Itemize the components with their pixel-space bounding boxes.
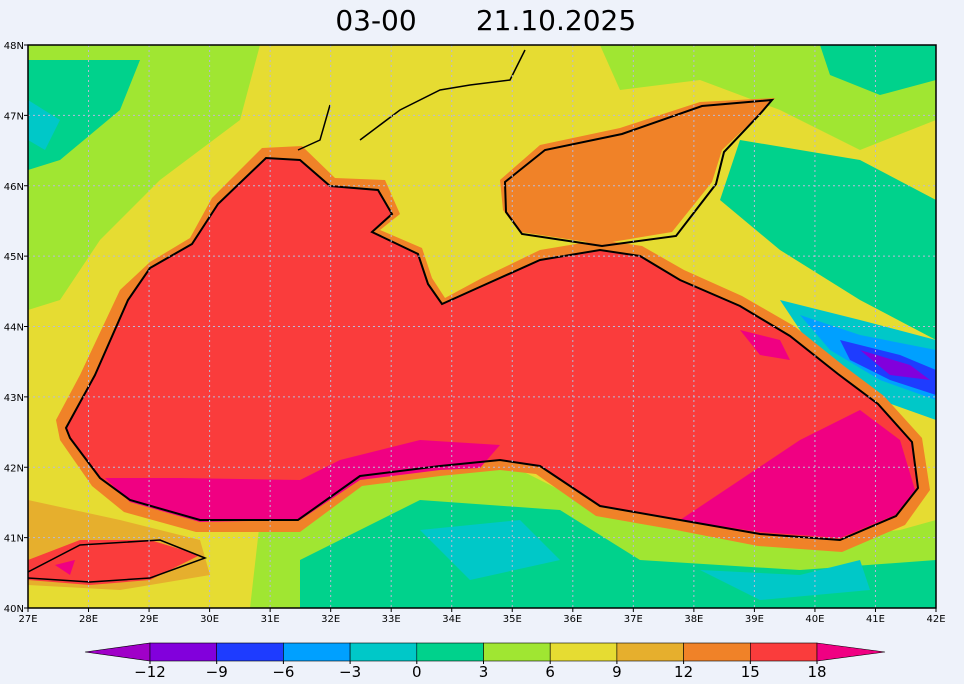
- lon-label: 27E: [18, 614, 37, 625]
- lon-label: 35E: [503, 614, 522, 625]
- lon-label: 28E: [79, 614, 98, 625]
- colorbar-low: [84, 642, 151, 662]
- lat-label: 42N: [4, 463, 24, 474]
- colorbar-label: 6: [545, 663, 555, 681]
- map-frame: [27, 44, 937, 609]
- colorbar-label: −6: [272, 663, 294, 681]
- colorbar-bin: [216, 642, 284, 662]
- colorbar-label: −3: [339, 663, 361, 681]
- colorbar-label: 0: [412, 663, 422, 681]
- lon-label: 39E: [745, 614, 764, 625]
- lat-label: 46N: [4, 182, 24, 193]
- title-date: 21.10.2025: [476, 4, 636, 37]
- colorbar-bin: [349, 642, 418, 662]
- lon-label: 38E: [684, 614, 703, 625]
- lon-label: 42E: [926, 614, 945, 625]
- lon-label: 36E: [563, 614, 582, 625]
- lat-label: 48N: [4, 41, 24, 52]
- colorbar-bin: [149, 642, 217, 662]
- colorbar: −12 −9 −6 −3 0 3 6 9 12 15 18: [84, 642, 886, 681]
- map-field: [28, 45, 936, 608]
- colorbar-label: −12: [134, 663, 166, 681]
- lon-label: 40E: [805, 614, 824, 625]
- lat-label: 45N: [4, 252, 24, 263]
- lat-label: 43N: [4, 393, 24, 404]
- lat-label: 40N: [4, 604, 24, 615]
- colorbar-bin: [416, 642, 484, 662]
- colorbar-label: 3: [479, 663, 489, 681]
- colorbar-bin: [483, 642, 551, 662]
- lon-label: 30E: [200, 614, 219, 625]
- colorbar-bin: [749, 642, 818, 662]
- colorbar-label: 12: [674, 663, 693, 681]
- lat-label: 41N: [4, 534, 24, 545]
- lon-label: 37E: [624, 614, 643, 625]
- lon-label: 31E: [261, 614, 280, 625]
- lon-label: 32E: [321, 614, 340, 625]
- lon-label: 34E: [442, 614, 461, 625]
- colorbar-high: [816, 642, 886, 662]
- colorbar-label: 15: [741, 663, 760, 681]
- colorbar-bin: [549, 642, 618, 662]
- title-time: 03-00: [335, 4, 416, 37]
- lon-label: 41E: [866, 614, 885, 625]
- grid: 27E 28E 29E 30E 31E 32E 33E 34E 35E 36E 37E 38E 39E 4…: [4, 41, 946, 625]
- lon-label: 29E: [140, 614, 159, 625]
- colorbar-label: 18: [807, 663, 826, 681]
- colorbar-bin: [683, 642, 751, 662]
- lat-label: 44N: [4, 323, 24, 334]
- lat-label: 47N: [4, 111, 24, 122]
- lon-label: 33E: [382, 614, 401, 625]
- colorbar-bin: [283, 642, 351, 662]
- colorbar-bin: [616, 642, 684, 662]
- colorbar-label: 9: [612, 663, 622, 681]
- colorbar-label: −9: [206, 663, 228, 681]
